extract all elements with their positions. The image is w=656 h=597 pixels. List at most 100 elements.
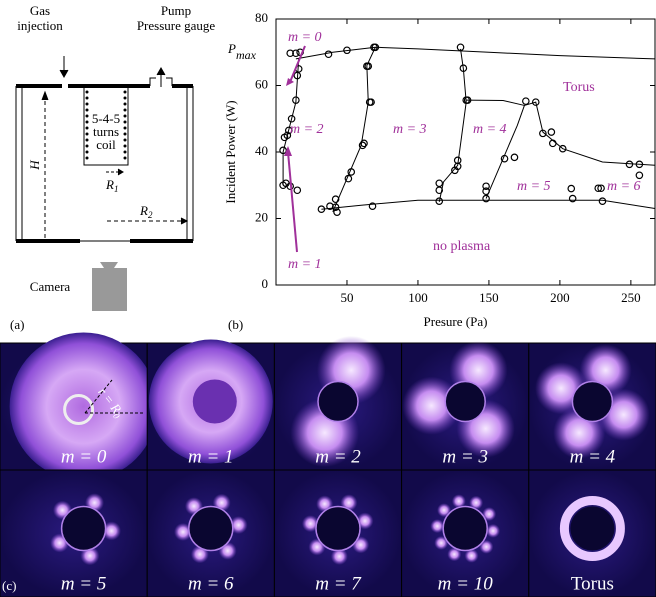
x-axis-label: Presure (Pa) [424,314,488,329]
image-label: m = 4 [570,446,616,467]
annotation: m = 2 [290,122,324,137]
data-point [331,195,340,204]
gas-label: Gas [30,3,50,18]
data-point [368,202,377,210]
y-tick-label: 60 [255,76,268,91]
annotation: m = 3 [393,122,427,137]
diagram-labels: Gas injection Pump Pressure gauge H 5-4-… [10,3,243,332]
y-tick-label: 20 [255,209,268,224]
data-point [292,96,300,104]
coil-label: coil [96,137,116,152]
hole [571,380,614,423]
plasma [9,332,158,481]
data-point [625,160,634,169]
coil-turn [85,108,89,112]
data-point [522,97,530,105]
coil-turn [123,156,127,160]
data-point [371,43,380,52]
hole [570,506,615,551]
fit-curve [438,48,467,202]
r1-sub: 1 [114,184,119,194]
arrow [286,78,294,86]
data-point [568,194,577,203]
coil-turn [85,138,89,142]
data-point [547,128,556,136]
hole [192,379,237,424]
annotation: no plasma [433,239,491,254]
data-point [358,141,367,150]
image-label: m = 0 [61,446,107,467]
panel-label: (b) [228,317,243,332]
coil-label: turns [93,124,119,139]
image-label: m = 5 [61,573,107,594]
image-label: m = 3 [442,446,488,467]
image-label: m = 6 [188,573,234,594]
y-tick-label: 80 [255,10,268,25]
fit-curve [466,99,526,199]
chart: 0 20 40 60 80 50 100 150 200 250 Presure (Pa) Incid… [223,10,656,329]
x-tick-label: 250 [621,290,641,305]
coil-turn [85,102,89,106]
data-point [324,50,333,59]
coil-turn [123,102,127,106]
hole [442,505,488,552]
lobe [356,512,374,530]
coil-turn [123,114,127,118]
data-point [482,187,490,196]
data-point [360,139,368,148]
x-tick-label: 200 [550,290,570,305]
apparatus-diagram [15,56,194,311]
lobe [434,535,449,550]
data-point [453,162,462,171]
coil-turn [85,150,89,154]
data-point [367,98,375,106]
data-point [567,184,576,193]
lobe [330,547,348,565]
r1-label: R1 [105,177,118,194]
image-label: m = 7 [315,573,362,594]
hole [444,380,486,423]
r2-text: R [139,203,148,218]
radius-line [84,379,145,414]
data-point [482,194,490,203]
hole [317,380,359,423]
data-point [594,184,603,193]
panel-label: (a) [10,317,24,332]
gas-label: injection [17,18,63,33]
annotation: m = 0 [288,30,322,45]
pmax-text: P [227,41,236,56]
data-point [333,208,341,216]
data-point [435,197,444,206]
y-tick-label: 0 [262,276,269,291]
hole [60,505,107,552]
data-point [293,186,302,195]
lobe [101,521,121,541]
data-point [635,160,644,169]
data-point [287,114,296,123]
r2-label: R2 [139,203,153,220]
ring [559,496,625,561]
coil-turn [123,108,127,112]
x-tick-label: 100 [408,290,428,305]
lobe [437,503,452,518]
lobe [402,376,461,435]
data-point [482,182,490,191]
coil-turn [85,132,89,136]
radius-sub: 0 [111,411,122,421]
lobe [479,539,494,554]
fit-curve [295,46,656,60]
data-point [510,153,519,162]
image-label: Torus [571,573,614,594]
data-point [284,126,293,135]
data-point [539,129,547,138]
data-point [459,64,468,73]
lobe [469,495,484,510]
lobe [482,507,497,522]
data-point [326,202,334,210]
lobe [229,516,248,535]
annotation: m = 4 [473,122,507,137]
data-point [317,205,326,213]
lobe [451,494,466,509]
pump-label: Pressure gauge [137,18,216,33]
coil-turn [123,150,127,154]
